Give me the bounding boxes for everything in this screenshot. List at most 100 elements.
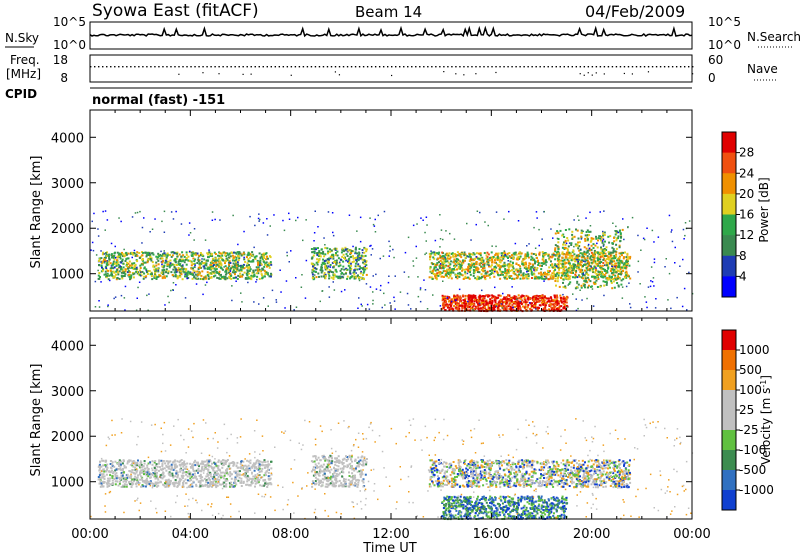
echo-cell <box>569 264 571 267</box>
echo-cell <box>163 275 166 278</box>
echo-cell <box>249 268 252 271</box>
echo-cell <box>244 260 247 263</box>
freq-point <box>583 66 586 68</box>
echo-cell <box>568 257 571 259</box>
echo-cell <box>439 238 442 240</box>
echo-cell <box>341 255 344 258</box>
echo-cell <box>457 272 459 275</box>
echo-cell <box>599 285 602 288</box>
echo-cell <box>455 254 458 257</box>
echo-cell <box>555 251 558 254</box>
echo-cell <box>595 267 597 269</box>
echo-cell <box>241 275 244 278</box>
nave-point <box>178 73 180 75</box>
echo-cell <box>100 473 103 476</box>
echo-cell <box>558 300 561 303</box>
echo-cell <box>445 230 447 232</box>
echo-cell <box>548 270 551 273</box>
echo-cell <box>508 265 511 268</box>
echo-cell <box>438 265 441 268</box>
echo-cell <box>180 260 183 263</box>
echo-cell <box>519 270 522 272</box>
echo-cell <box>543 307 546 310</box>
echo-cell <box>162 276 164 279</box>
freq-point <box>326 66 329 68</box>
echo-cell <box>674 246 676 249</box>
echo-cell <box>188 272 191 274</box>
echo-cell <box>203 467 206 470</box>
echo-cell <box>500 254 503 257</box>
echo-cell <box>562 253 565 256</box>
freq-point <box>399 66 401 68</box>
echo-cell <box>542 257 545 260</box>
echo-cell <box>481 301 484 304</box>
echo-cell <box>465 277 468 279</box>
echo-cell <box>622 257 625 260</box>
echo-cell <box>614 277 616 280</box>
echo-cell <box>483 265 486 268</box>
freq-point <box>439 66 441 68</box>
echo-cell <box>490 264 493 267</box>
echo-cell <box>102 210 104 213</box>
echo-cell <box>107 305 109 308</box>
echo-cell <box>141 262 144 265</box>
echo-cell <box>159 274 161 277</box>
echo-cell <box>375 288 378 290</box>
echo-cell <box>571 256 574 259</box>
echo-cell <box>184 273 186 276</box>
echo-cell <box>475 301 478 304</box>
echo-cell <box>158 466 161 468</box>
echo-cell <box>469 264 472 267</box>
echo-cell <box>565 272 568 275</box>
echo-cell <box>235 258 238 261</box>
echo-cell <box>331 253 334 256</box>
echo-cell <box>213 264 215 266</box>
echo-cell <box>441 271 444 274</box>
echo-cell <box>499 270 502 273</box>
echo-cell <box>484 221 486 223</box>
echo-cell <box>366 303 369 306</box>
echo-cell <box>151 272 153 274</box>
freq-point <box>170 66 172 68</box>
echo-cell <box>453 238 456 240</box>
echo-cell <box>120 220 122 223</box>
echo-cell <box>111 275 114 277</box>
echo-cell <box>609 261 612 264</box>
echo-cell <box>473 295 476 298</box>
echo-cell <box>234 273 236 276</box>
echo-cell <box>446 304 449 307</box>
freq-point <box>298 66 301 68</box>
echo-cell <box>518 273 520 276</box>
echo-cell <box>616 277 619 280</box>
echo-cell <box>567 284 569 286</box>
echo-cell <box>176 264 179 266</box>
echo-cell <box>332 231 334 234</box>
echo-cell <box>626 258 629 261</box>
echo-cell <box>590 285 593 288</box>
echo-cell <box>355 256 357 259</box>
echo-cell <box>444 253 447 256</box>
echo-cell <box>228 464 231 467</box>
echo-cell <box>563 260 566 263</box>
echo-cell <box>464 271 467 274</box>
echo-cell <box>394 275 396 277</box>
echo-cell <box>473 298 476 301</box>
echo-cell <box>552 276 555 279</box>
echo-cell <box>558 267 561 270</box>
echo-cell <box>345 259 348 262</box>
nave-point <box>595 72 597 74</box>
echo-cell <box>568 253 571 256</box>
echo-cell <box>159 257 162 260</box>
echo-cell <box>110 253 113 256</box>
echo-cell <box>584 263 587 266</box>
echo-cell <box>333 248 336 251</box>
echo-cell <box>178 461 181 464</box>
echo-cell <box>585 217 587 219</box>
echo-cell <box>442 306 445 309</box>
echo-cell <box>259 257 262 259</box>
echo-cell <box>449 256 452 259</box>
echo-cell <box>522 295 525 297</box>
echo-cell <box>328 286 330 288</box>
echo-cell <box>253 466 256 469</box>
echo-cell <box>234 259 236 262</box>
